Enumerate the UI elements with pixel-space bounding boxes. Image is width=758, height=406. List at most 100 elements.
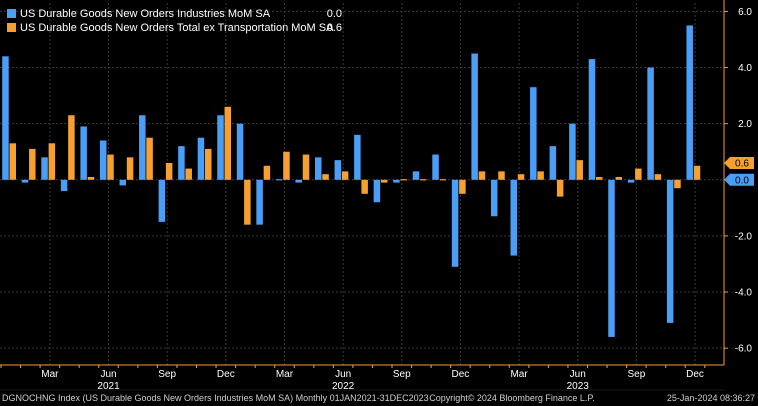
bar-series-1 <box>119 179 126 186</box>
bar-series-2 <box>361 179 368 194</box>
bar-series-2 <box>400 179 407 181</box>
bar-series-2 <box>576 160 583 180</box>
bar-series-1 <box>60 179 68 192</box>
bar-series-1 <box>139 115 146 180</box>
bar-series-2 <box>556 179 564 197</box>
x-tick-label: Mar <box>276 369 294 380</box>
bar-series-2 <box>615 176 623 180</box>
badge-label: 0.6 <box>735 158 749 169</box>
bar-series-2 <box>48 143 56 180</box>
bar-series-1 <box>41 157 48 180</box>
bar-series-2 <box>263 165 271 180</box>
x-tick-label: Dec <box>217 369 235 380</box>
last-value-badge: 0.0 <box>724 173 754 186</box>
footer: DGNOCHNG Index (US Durable Goods New Ord… <box>2 393 755 403</box>
bar-series-2 <box>185 168 192 180</box>
bar-series-1 <box>158 179 166 222</box>
bar-series-2 <box>654 174 662 180</box>
bar-series-2 <box>165 162 173 180</box>
badge-shape <box>724 156 754 169</box>
bar-series-1 <box>217 115 224 180</box>
y-tick-label: -2.0 <box>735 231 753 242</box>
legend-swatch-series-1 <box>7 9 16 18</box>
bar-series-2 <box>107 154 114 180</box>
y-tick-label: -6.0 <box>735 344 753 355</box>
bar-series-2 <box>674 179 681 189</box>
bar-series-1 <box>99 140 107 180</box>
bar-series-2 <box>68 115 75 180</box>
x-year-label: 2021 <box>97 381 120 392</box>
legend: US Durable Goods New Orders Industries M… <box>7 8 342 34</box>
bar-series-1 <box>178 146 185 180</box>
bar-series-1 <box>393 179 400 183</box>
bar-series-2 <box>498 171 505 180</box>
bar-series-1 <box>569 123 576 180</box>
bar-series-2 <box>224 106 232 180</box>
x-year-label: 2022 <box>332 381 355 392</box>
bar-series-1 <box>2 56 9 180</box>
legend-value-series-1: 0.0 <box>327 8 342 20</box>
bar-series-2 <box>635 168 642 180</box>
last-value-badge: 0.6 <box>724 156 754 169</box>
x-tick-label: Jun <box>100 369 116 380</box>
footer-copyright: Copyright© 2024 Bloomberg Finance L.P. <box>429 393 595 403</box>
bar-series-2 <box>146 137 153 180</box>
bar-series-1 <box>236 123 244 180</box>
x-tick-label: Sep <box>393 369 411 380</box>
footer-source: DGNOCHNG Index (US Durable Goods New Ord… <box>2 393 429 403</box>
x-tick-label: Dec <box>686 369 704 380</box>
legend-label-series-2: US Durable Goods New Orders Total ex Tra… <box>20 22 334 34</box>
bar-series-1 <box>510 179 517 256</box>
last-value-badges: 0.6 0.0 <box>724 156 754 186</box>
bar-series-1 <box>412 171 420 180</box>
x-tick-label: Mar <box>510 369 528 380</box>
bar-series-2 <box>439 179 447 181</box>
x-tick-label: Dec <box>452 369 470 380</box>
bar-series <box>2 25 701 337</box>
bar-series-2 <box>478 171 486 180</box>
bar-series-2 <box>205 148 212 180</box>
bar-series-1 <box>354 134 361 180</box>
x-tick-label: Sep <box>627 369 645 380</box>
bar-series-1 <box>432 154 439 180</box>
bar-series-1 <box>197 137 205 180</box>
bar-series-1 <box>21 179 29 183</box>
badge-shape <box>724 173 754 186</box>
bar-series-1 <box>80 126 87 180</box>
bar-series-2 <box>693 165 701 180</box>
bar-series-1 <box>666 179 674 323</box>
bar-series-2 <box>341 171 349 180</box>
bar-series-1 <box>647 67 654 180</box>
x-tick-label: Mar <box>41 369 59 380</box>
bar-series-1 <box>451 179 459 267</box>
bar-series-1 <box>608 179 615 337</box>
bar-series-2 <box>283 151 290 180</box>
bar-series-1 <box>627 179 635 183</box>
bar-series-2 <box>517 174 525 180</box>
bar-series-2 <box>9 143 16 180</box>
bar-series-1 <box>490 179 498 217</box>
bar-series-2 <box>596 176 603 180</box>
bar-series-2 <box>420 179 427 181</box>
bar-series-1 <box>256 179 263 225</box>
bar-series-1 <box>686 25 693 180</box>
bar-series-2 <box>29 148 36 180</box>
bar-series-1 <box>588 59 596 180</box>
legend-value-series-2: 0.6 <box>327 22 342 34</box>
bar-series-1 <box>549 146 557 180</box>
bar-series-2 <box>380 179 388 183</box>
footer-timestamp: 25-Jan-2024 08:36:27 <box>667 393 755 403</box>
bar-series-1 <box>315 157 322 180</box>
bar-series-2 <box>302 154 310 180</box>
bar-series-2 <box>87 176 95 180</box>
x-axis-ticks: Mar Jun Sep Dec Mar Jun Sep Dec Mar Jun Sep Dec 2021… <box>0 365 706 392</box>
y-tick-label: 2.0 <box>738 119 752 130</box>
bar-series-1 <box>275 179 283 181</box>
x-tick-label: Jun <box>570 369 586 380</box>
x-tick-label: Sep <box>158 369 176 380</box>
bar-series-1 <box>471 53 478 180</box>
x-tick-label: Jun <box>335 369 351 380</box>
bar-series-2 <box>322 174 329 180</box>
bar-series-2 <box>244 179 251 225</box>
